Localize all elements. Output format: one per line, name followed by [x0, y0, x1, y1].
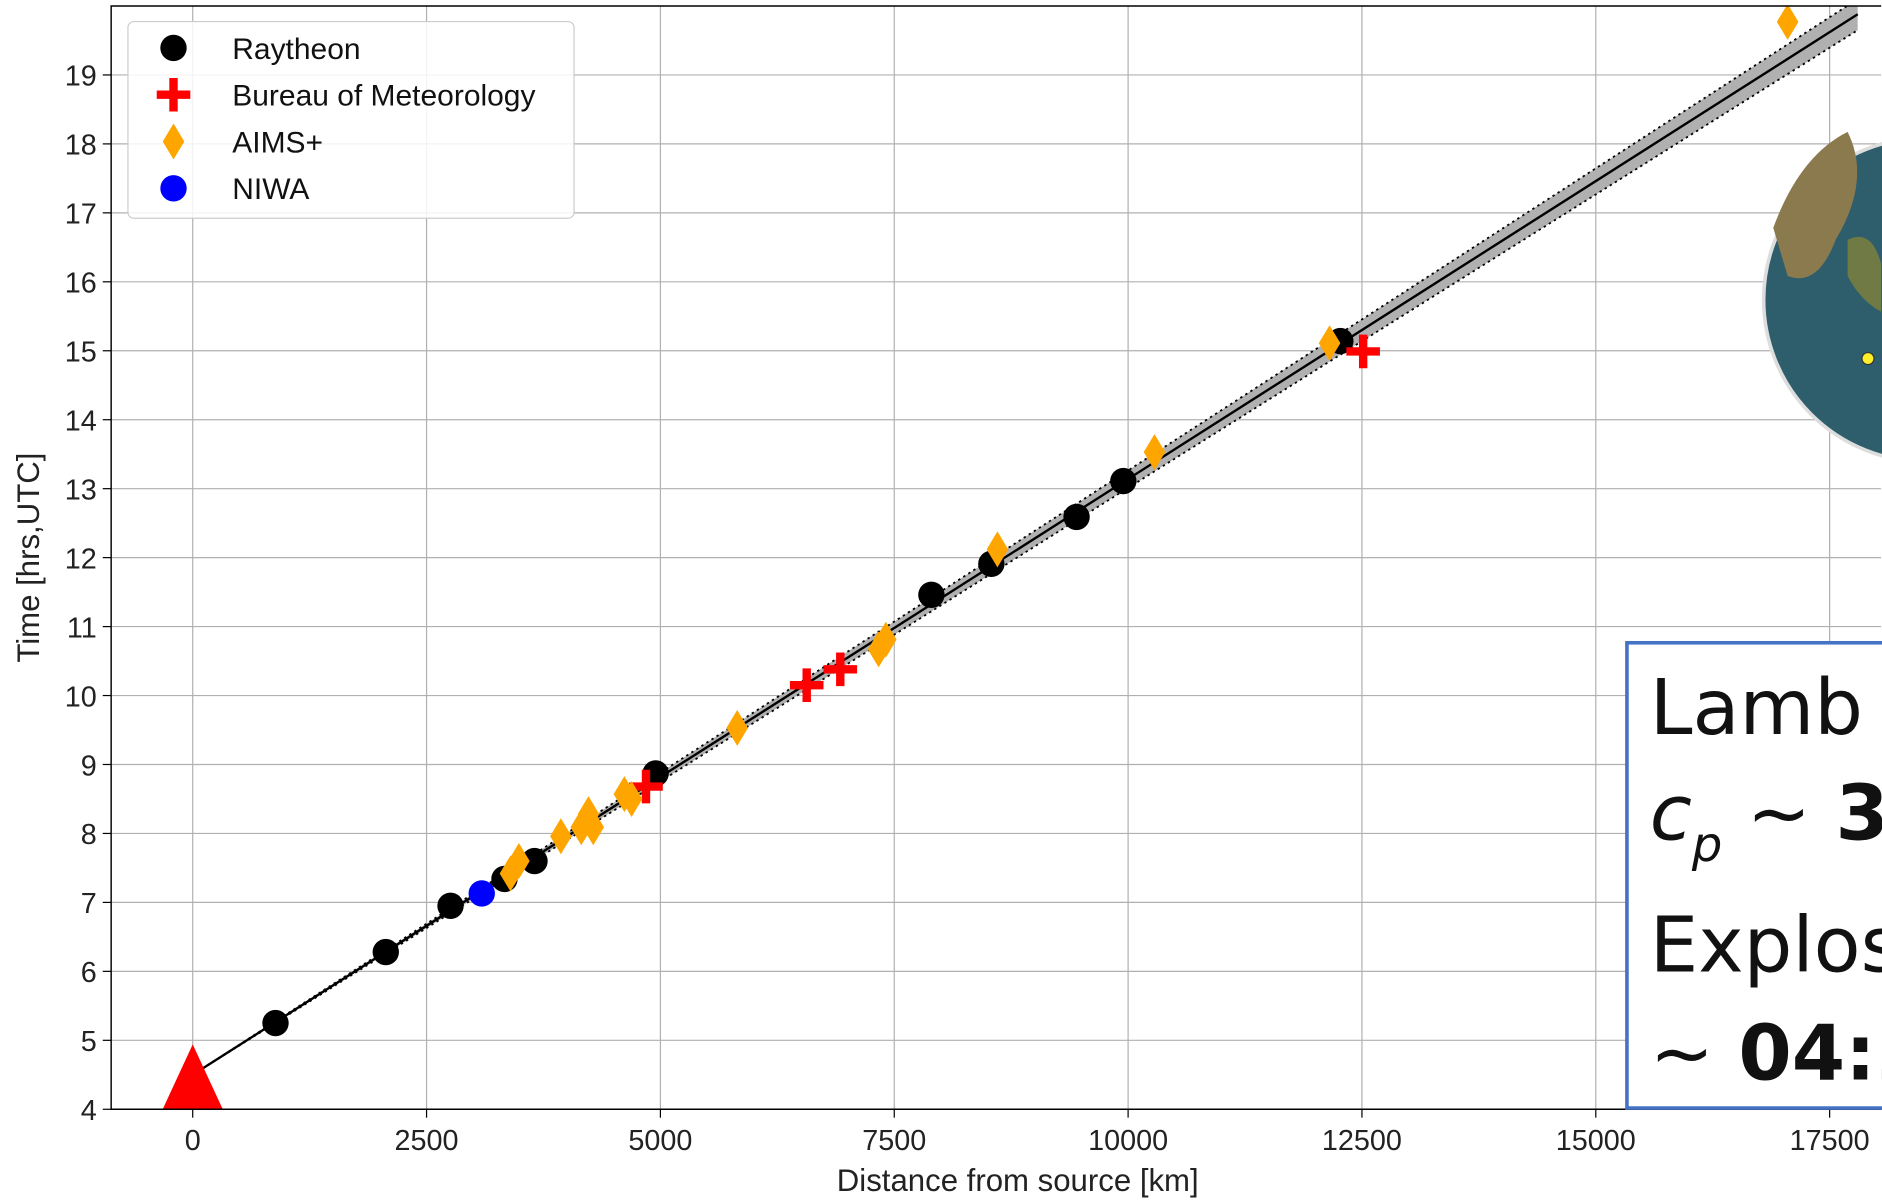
x-tick-label: 12500 — [1322, 1125, 1402, 1157]
data-point — [469, 880, 495, 906]
y-tick-label: 4 — [81, 1095, 97, 1127]
x-tick-label: 5000 — [628, 1125, 692, 1157]
data-point — [1110, 468, 1136, 494]
map-inset — [1764, 132, 1882, 462]
source-location — [1862, 353, 1874, 365]
y-tick-label: 9 — [81, 750, 97, 782]
data-point — [262, 1010, 288, 1036]
data-point — [918, 582, 944, 608]
x-tick-label: 7500 — [862, 1125, 926, 1157]
data-point — [437, 893, 463, 919]
source-marker — [163, 1044, 223, 1109]
y-tick-label: 12 — [65, 543, 97, 575]
annotation: Lamb — [1650, 664, 1863, 753]
y-tick-label: 13 — [65, 474, 97, 506]
data-point — [1777, 4, 1799, 40]
annotation: c — [1650, 769, 1692, 858]
annotation: Explos — [1650, 901, 1882, 990]
y-tick-label: 19 — [65, 61, 97, 93]
y-tick-label: 14 — [65, 406, 97, 438]
y-tick-label: 5 — [81, 1026, 97, 1058]
annotation: 04:2 — [1738, 1009, 1882, 1098]
annotation: ~ — [1722, 769, 1835, 858]
annotation-box: Lamb cp ~ 3 Explos ~ 04:2 — [1627, 643, 1882, 1108]
data-point — [726, 710, 748, 746]
x-tick-label: 15000 — [1556, 1125, 1636, 1157]
data-point — [373, 939, 399, 965]
y-tick-label: 6 — [81, 957, 97, 989]
data-point — [550, 818, 572, 854]
y-tick-label: 16 — [65, 268, 97, 300]
legend-marker — [160, 35, 186, 61]
chart: 0 2500 5000 7500 10000 12500 15000 17500 4 5 6 7 8 9 1… — [0, 0, 1882, 1204]
data-point — [1063, 504, 1089, 530]
y-tick-label: 8 — [81, 819, 97, 851]
y-axis-label: Time [hrs,UTC] — [11, 453, 46, 663]
annotation: p — [1691, 817, 1722, 873]
x-tick-label: 2500 — [395, 1125, 459, 1157]
annotation: cp ~ 3 — [1650, 769, 1882, 873]
y-tick-label: 15 — [65, 337, 97, 369]
annotation: ~ 04:2 — [1650, 1009, 1882, 1098]
legend-label: Bureau of Meteorology — [232, 80, 535, 113]
legend-label: NIWA — [232, 173, 309, 206]
annotation: ~ — [1650, 1009, 1739, 1098]
legend-marker — [160, 175, 186, 201]
y-tick-label: 17 — [65, 199, 97, 231]
x-axis-label: Distance from source [km] — [837, 1163, 1199, 1198]
legend-label: Raytheon — [232, 33, 360, 66]
annotation: 3 — [1835, 769, 1882, 858]
y-tick-label: 11 — [67, 612, 97, 644]
y-tick-label: 18 — [65, 130, 97, 162]
legend-label: AIMS+ — [232, 126, 323, 159]
x-tick-label: 17500 — [1790, 1125, 1870, 1157]
y-tick-label: 10 — [65, 681, 97, 713]
x-tick-label: 10000 — [1088, 1125, 1168, 1157]
x-tick-label: 0 — [185, 1125, 201, 1157]
y-tick-label: 7 — [81, 888, 97, 920]
